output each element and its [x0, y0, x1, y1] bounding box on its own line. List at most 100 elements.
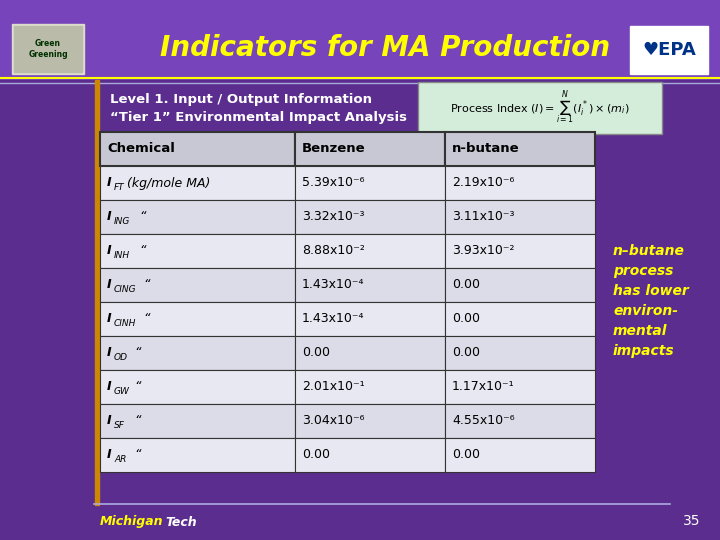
- Text: 0.00: 0.00: [452, 313, 480, 326]
- Text: CING: CING: [114, 285, 137, 294]
- Text: I: I: [107, 347, 112, 360]
- Bar: [100, 200, 295, 234]
- Text: “: “: [132, 313, 150, 326]
- Text: “: “: [123, 347, 142, 360]
- Bar: [14, 26, 82, 72]
- Text: SF: SF: [114, 421, 125, 429]
- Text: I: I: [107, 313, 112, 326]
- Text: 0.00: 0.00: [452, 347, 480, 360]
- Text: I: I: [107, 245, 112, 258]
- Bar: [295, 404, 445, 438]
- Bar: [100, 302, 295, 336]
- Text: 1.17x10⁻¹: 1.17x10⁻¹: [452, 381, 515, 394]
- Text: n–butane: n–butane: [613, 244, 685, 258]
- Text: I: I: [107, 177, 112, 190]
- Text: 8.88x10⁻²: 8.88x10⁻²: [302, 245, 365, 258]
- Text: 4.55x10⁻⁶: 4.55x10⁻⁶: [452, 415, 515, 428]
- Bar: [295, 268, 445, 302]
- Bar: [295, 438, 445, 472]
- Bar: [445, 132, 595, 166]
- Text: “: “: [123, 449, 142, 462]
- Text: 1.43x10⁻⁴: 1.43x10⁻⁴: [302, 279, 364, 292]
- Bar: [445, 336, 595, 370]
- Bar: [445, 234, 595, 268]
- Bar: [445, 438, 595, 472]
- Bar: [295, 336, 445, 370]
- Bar: [445, 200, 595, 234]
- Text: 0.00: 0.00: [302, 449, 330, 462]
- Bar: [100, 268, 295, 302]
- Text: FT: FT: [114, 183, 125, 192]
- Text: 0.00: 0.00: [452, 279, 480, 292]
- Bar: [100, 404, 295, 438]
- Bar: [0, 0, 720, 80]
- Text: 3.11x10⁻³: 3.11x10⁻³: [452, 211, 515, 224]
- Text: “: “: [127, 245, 146, 258]
- Text: Benzene: Benzene: [302, 143, 366, 156]
- Text: mental: mental: [613, 324, 667, 338]
- Text: I: I: [107, 211, 112, 224]
- Bar: [100, 370, 295, 404]
- Text: impacts: impacts: [613, 344, 675, 358]
- Text: OD: OD: [114, 353, 128, 361]
- Bar: [100, 438, 295, 472]
- Bar: [295, 166, 445, 200]
- Text: Process Index $(I) = \sum_{i=1}^{N}(I_i^*) \times (m_i)$: Process Index $(I) = \sum_{i=1}^{N}(I_i^…: [450, 90, 630, 126]
- Bar: [100, 234, 295, 268]
- Text: INH: INH: [114, 251, 130, 260]
- Text: I: I: [107, 279, 112, 292]
- Bar: [295, 132, 445, 166]
- Text: 3.93x10⁻²: 3.93x10⁻²: [452, 245, 515, 258]
- Text: ♥EPA: ♥EPA: [642, 41, 696, 59]
- Text: ING: ING: [114, 217, 130, 226]
- Text: I: I: [107, 449, 112, 462]
- Bar: [95, 80, 99, 505]
- Text: 5.39x10⁻⁶: 5.39x10⁻⁶: [302, 177, 364, 190]
- Bar: [445, 370, 595, 404]
- Text: “: “: [123, 381, 142, 394]
- Text: CINH: CINH: [114, 319, 136, 327]
- Text: 3.32x10⁻³: 3.32x10⁻³: [302, 211, 364, 224]
- Text: Chemical: Chemical: [107, 143, 175, 156]
- Text: I: I: [107, 415, 112, 428]
- Text: “: “: [132, 279, 150, 292]
- Bar: [295, 234, 445, 268]
- Text: “Tier 1” Environmental Impact Analysis: “Tier 1” Environmental Impact Analysis: [110, 111, 407, 125]
- Text: 3.04x10⁻⁶: 3.04x10⁻⁶: [302, 415, 364, 428]
- Bar: [445, 404, 595, 438]
- Text: 1.43x10⁻⁴: 1.43x10⁻⁴: [302, 313, 364, 326]
- FancyBboxPatch shape: [418, 82, 662, 134]
- Bar: [445, 268, 595, 302]
- Text: 0.00: 0.00: [302, 347, 330, 360]
- Text: Tech: Tech: [165, 516, 197, 529]
- Text: n-butane: n-butane: [452, 143, 520, 156]
- Bar: [445, 302, 595, 336]
- Text: Michigan: Michigan: [100, 516, 163, 529]
- Text: Green
Greening: Green Greening: [28, 39, 68, 59]
- Text: GW: GW: [114, 387, 130, 395]
- Bar: [295, 370, 445, 404]
- Text: Indicators for MA Production: Indicators for MA Production: [160, 34, 610, 62]
- Bar: [12, 24, 84, 74]
- Text: (kg/mole MA): (kg/mole MA): [123, 177, 210, 190]
- Text: 35: 35: [683, 514, 700, 528]
- Text: “: “: [127, 211, 146, 224]
- Bar: [295, 302, 445, 336]
- Text: AR: AR: [114, 455, 127, 463]
- Text: environ-: environ-: [613, 304, 678, 318]
- Bar: [0, 80, 720, 540]
- Bar: [295, 200, 445, 234]
- Bar: [100, 166, 295, 200]
- Text: I: I: [107, 381, 112, 394]
- Text: “: “: [123, 415, 142, 428]
- Text: process: process: [613, 264, 673, 278]
- Text: has lower: has lower: [613, 284, 689, 298]
- Bar: [100, 132, 295, 166]
- Text: Level 1. Input / Output Information: Level 1. Input / Output Information: [110, 93, 372, 106]
- Bar: [100, 336, 295, 370]
- Text: 2.19x10⁻⁶: 2.19x10⁻⁶: [452, 177, 514, 190]
- Text: 2.01x10⁻¹: 2.01x10⁻¹: [302, 381, 364, 394]
- Text: 0.00: 0.00: [452, 449, 480, 462]
- Bar: [445, 166, 595, 200]
- Bar: [630, 26, 708, 74]
